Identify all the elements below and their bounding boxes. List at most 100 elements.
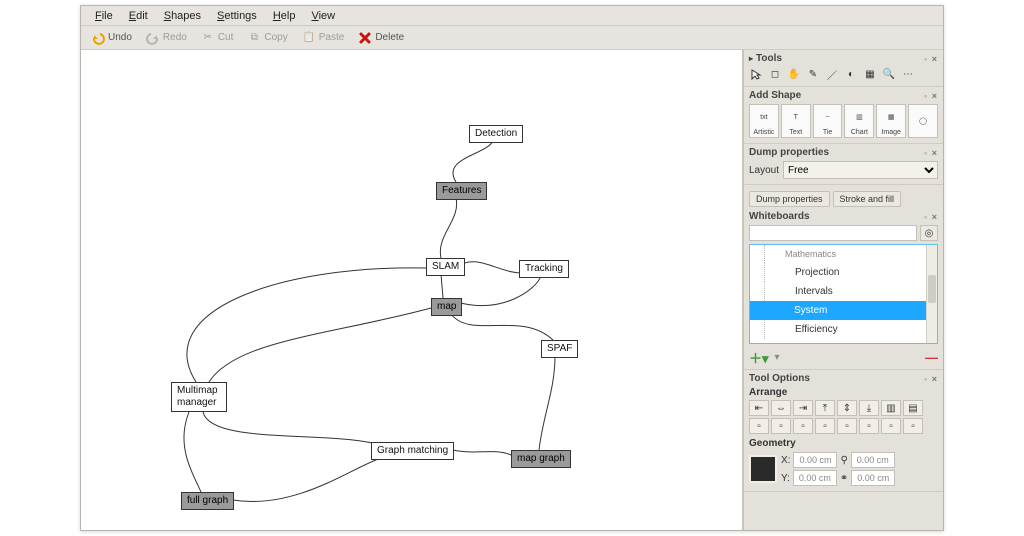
menu-edit[interactable]: Edit (121, 8, 156, 24)
shape-chart-button[interactable]: ▥Chart (844, 104, 874, 138)
geom-w-field[interactable]: 0.00 cm (851, 452, 895, 468)
edge-map-spaf[interactable] (451, 314, 553, 340)
menu-help[interactable]: Help (265, 8, 304, 24)
panel-controls[interactable]: ◦ × (924, 148, 938, 158)
shape-blank-button[interactable]: ◯ (908, 104, 938, 138)
shape-image-button[interactable]: ▦Image (876, 104, 906, 138)
arrange-5-button[interactable]: ▫ (837, 418, 857, 434)
panel-controls[interactable]: ◦ × (924, 54, 938, 64)
delete-button[interactable]: Delete (352, 29, 410, 47)
undo-button[interactable]: Undo (85, 29, 138, 47)
shape-icon: ◯ (919, 105, 927, 136)
node-map[interactable]: map (431, 298, 462, 316)
edge-map-multimap[interactable] (209, 308, 431, 382)
collapse-icon[interactable]: ▸ (749, 54, 753, 63)
edge-multimap-fullgraph[interactable] (184, 412, 201, 492)
edge-slam-map[interactable] (441, 274, 443, 298)
cut-button[interactable]: ✂ Cut (195, 29, 240, 47)
whiteboard-item[interactable]: System (750, 301, 937, 320)
remove-whiteboard-button[interactable]: — (925, 350, 938, 365)
layout-select[interactable]: Free (783, 161, 938, 179)
edge-graphmatch-mapgraph[interactable] (453, 450, 511, 455)
whiteboard-search-button[interactable]: ◎ (920, 225, 938, 241)
node-multimap[interactable]: Multimap manager (171, 382, 227, 412)
tool-more-icon[interactable]: ⋯ (901, 67, 915, 81)
tool-pointer-icon[interactable] (749, 67, 763, 81)
arrange-3-button[interactable]: ▫ (793, 418, 813, 434)
edge-fullgraph-graphmatch[interactable] (233, 458, 381, 502)
menu-shapes[interactable]: Shapes (156, 8, 209, 24)
whiteboard-item[interactable]: Mathematics (764, 245, 937, 263)
arrange-1-button[interactable]: ▫ (749, 418, 769, 434)
geom-y-field[interactable]: 0.00 cm (793, 470, 837, 486)
whiteboards-title: Whiteboards (749, 211, 810, 222)
node-graphmatch[interactable]: Graph matching (371, 442, 454, 460)
dropdown-icon[interactable]: ▾ (775, 352, 780, 363)
node-features[interactable]: Features (436, 182, 487, 200)
whiteboard-list[interactable]: MathematicsProjectionIntervalsSystemEffi… (749, 244, 938, 344)
link-icon[interactable]: ⚭ (840, 473, 848, 484)
tool-line-icon[interactable]: ／ (825, 67, 839, 81)
whiteboard-item[interactable]: Efficiency (764, 320, 937, 339)
tab-stroke[interactable]: Stroke and fill (833, 191, 902, 207)
shape-tie-button[interactable]: ~Tie (813, 104, 843, 138)
paste-icon: 📋 (302, 31, 316, 45)
menu-view[interactable]: View (303, 8, 343, 24)
arrange-4-button[interactable]: ▫ (815, 418, 835, 434)
lock-icon[interactable]: ⚲ (840, 455, 847, 466)
whiteboard-item[interactable]: Projection (764, 263, 937, 282)
shape-icon: ~ (826, 105, 830, 129)
node-spaf[interactable]: SPAF (541, 340, 578, 358)
tools-row: ◻ ✋ ✎ ／ ◐ ▦ 🔍 ⋯ (749, 67, 938, 81)
edge-detection-features[interactable] (453, 141, 493, 182)
node-tracking[interactable]: Tracking (519, 260, 569, 278)
tool-node-icon[interactable]: ◻ (768, 67, 782, 81)
align-left-button[interactable]: ⇤ (749, 400, 769, 416)
tool-gradient-icon[interactable]: ▦ (863, 67, 877, 81)
tool-bucket-icon[interactable]: ◐ (844, 67, 858, 81)
whiteboard-search-input[interactable] (749, 225, 917, 241)
scrollbar-thumb[interactable] (928, 275, 936, 303)
tool-zoom-icon[interactable]: 🔍 (882, 67, 896, 81)
geom-x-field[interactable]: 0.00 cm (793, 452, 837, 468)
arrange-8-button[interactable]: ▫ (903, 418, 923, 434)
tab-dump[interactable]: Dump properties (749, 191, 830, 207)
tooloptions-title: Tool Options (749, 373, 810, 384)
edge-slam-multimap[interactable] (187, 268, 426, 382)
panel-controls[interactable]: ◦ × (924, 91, 938, 101)
node-detection[interactable]: Detection (469, 125, 523, 143)
shape-artistic-button[interactable]: txtArtistic (749, 104, 779, 138)
edge-map-tracking[interactable] (457, 276, 541, 306)
arrange-2-button[interactable]: ▫ (771, 418, 791, 434)
redo-button[interactable]: Redo (140, 29, 193, 47)
panel-controls[interactable]: ◦ × (924, 212, 938, 222)
dist-v-button[interactable]: ▤ (903, 400, 923, 416)
node-mapgraph[interactable]: map graph (511, 450, 571, 468)
scrollbar[interactable] (926, 245, 937, 343)
tool-hand-icon[interactable]: ✋ (787, 67, 801, 81)
menu-file[interactable]: File (87, 8, 121, 24)
canvas[interactable]: Detection Features SLAM Tracking map SPAF Mult… (81, 50, 743, 530)
arrange-6-button[interactable]: ▫ (859, 418, 879, 434)
menu-settings[interactable]: Settings (209, 8, 265, 24)
paste-button[interactable]: 📋 Paste (296, 29, 351, 47)
edge-multimap-graphmatch[interactable] (203, 412, 381, 445)
node-fullgraph[interactable]: full graph (181, 492, 234, 510)
align-vcenter-button[interactable]: ⇕ (837, 400, 857, 416)
copy-button[interactable]: ⧉ Copy (241, 29, 293, 47)
shape-text-button[interactable]: TText (781, 104, 811, 138)
arrange-7-button[interactable]: ▫ (881, 418, 901, 434)
node-slam[interactable]: SLAM (426, 258, 465, 276)
align-bottom-button[interactable]: ⤓ (859, 400, 879, 416)
add-whiteboard-button[interactable]: ＋▾ (749, 348, 769, 367)
tool-pencil-icon[interactable]: ✎ (806, 67, 820, 81)
align-top-button[interactable]: ⤒ (815, 400, 835, 416)
edge-features-slam[interactable] (440, 198, 456, 258)
align-right-button[interactable]: ⇥ (793, 400, 813, 416)
panel-controls[interactable]: ◦ × (924, 374, 938, 384)
align-hcenter-button[interactable]: ⇔ (771, 400, 791, 416)
edge-spaf-mapgraph[interactable] (539, 356, 555, 450)
geom-h-field[interactable]: 0.00 cm (851, 470, 895, 486)
whiteboard-item[interactable]: Intervals (764, 282, 937, 301)
dist-h-button[interactable]: ▥ (881, 400, 901, 416)
